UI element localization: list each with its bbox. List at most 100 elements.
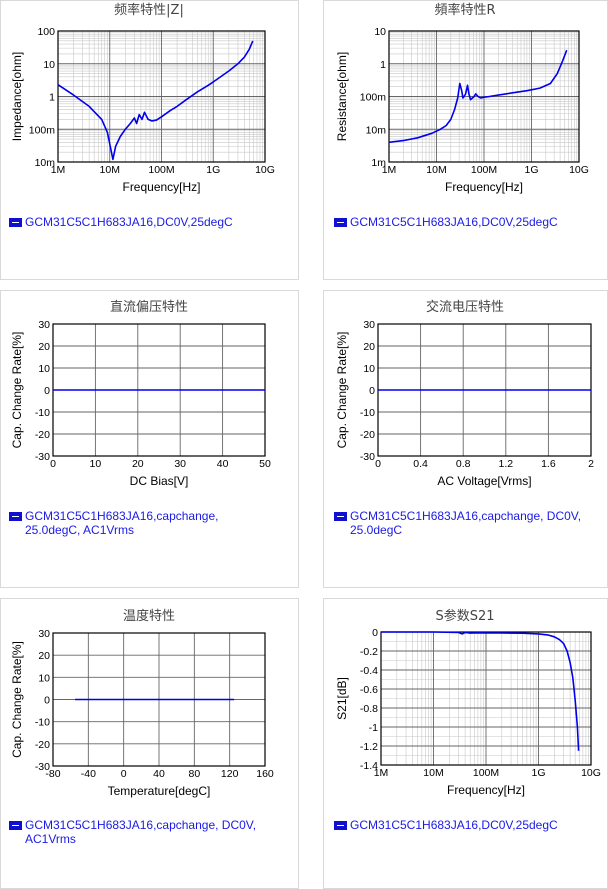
x-tick-label: 0.8 (456, 458, 471, 470)
x-tick-label: 1G (531, 767, 545, 779)
legend-text: GCM31C5C1H683JA16,DC0V,25degC (350, 818, 558, 832)
x-tick-label: 1M (51, 164, 66, 176)
x-tick-label: 10G (255, 164, 275, 176)
x-axis-label: Frequency[Hz] (445, 180, 523, 194)
legend-impedance: GCM31C5C1H683JA16,DC0V,25degC (9, 215, 233, 229)
plot-frame (57, 30, 266, 163)
chart-panel-resistance (323, 0, 608, 280)
legend-swatch (334, 512, 347, 521)
legend-text: GCM31C5C1H683JA16,DC0V,25degC (25, 215, 233, 229)
chart-panel-s21 (323, 598, 608, 889)
chart-title: 直流偏压特性 (110, 300, 188, 315)
y-tick-label: -20 (35, 429, 50, 441)
x-tick-label: 80 (188, 768, 200, 780)
chart-title: S参数S21 (435, 608, 494, 624)
x-tick-label: 40 (217, 458, 229, 470)
x-tick-label: 30 (174, 458, 186, 470)
series-line (388, 49, 568, 144)
x-axis-label: AC Voltage[Vrms] (437, 474, 531, 488)
y-tick-label: -1.2 (360, 741, 378, 753)
x-tick-label: 0 (50, 458, 56, 470)
x-tick-label: 1G (524, 164, 538, 176)
chart-panel-dc-bias (0, 290, 299, 588)
chart-resistance: 1M 10M 100M 1G 10G 1m 10m 100m 1 10 頻率特性R Frequency… (335, 2, 589, 194)
y-tick-label: 0 (44, 385, 50, 397)
legend-text: GCM31C5C1H683JA16,DC0V,25degC (350, 215, 558, 229)
y-tick-label: 10 (363, 363, 375, 375)
x-tick-label: 0 (375, 458, 381, 470)
x-tick-label: 100M (471, 164, 497, 176)
y-tick-label: -10 (35, 717, 50, 729)
y-tick-label: 0 (369, 385, 375, 397)
x-tick-label: -80 (45, 768, 60, 780)
y-tick-label: -20 (360, 429, 375, 441)
y-tick-label: -0.8 (360, 703, 378, 715)
y-axis-label: Cap. Change Rate[%] (10, 641, 24, 758)
legend-swatch (334, 218, 347, 227)
y-tick-label: 100 (37, 26, 55, 38)
legend-swatch (334, 821, 347, 830)
x-axis-label: DC Bias[V] (130, 474, 189, 488)
y-tick-label: -30 (35, 761, 50, 773)
y-tick-label: -10 (35, 407, 50, 419)
y-tick-label: 1 (49, 92, 55, 104)
y-tick-label: -1 (369, 722, 378, 734)
y-tick-label: 20 (38, 341, 50, 353)
x-tick-label: 1G (206, 164, 220, 176)
y-tick-label: -30 (35, 451, 50, 463)
x-tick-label: 10M (423, 767, 443, 779)
x-tick-label: 0.4 (413, 458, 428, 470)
y-tick-label: 10m (35, 157, 56, 169)
y-tick-label: 30 (38, 319, 50, 331)
series-line (381, 631, 580, 751)
y-tick-label: 30 (38, 628, 50, 640)
legend-dc-bias: GCM31C5C1H683JA16,capchange, 25.0degC, A… (9, 509, 218, 537)
chart-temperature: -80 -40 0 40 80 120 160 30 20 10 0 -10 -20 -30 温度特性 Tem… (10, 608, 274, 798)
y-tick-label: 10 (374, 26, 386, 38)
y-tick-label: -20 (35, 739, 50, 751)
y-tick-label: -10 (360, 407, 375, 419)
x-tick-label: 1.6 (541, 458, 556, 470)
y-axis-label: Impedance[ohm] (10, 52, 24, 141)
series-line (57, 40, 254, 161)
y-tick-label: 100m (360, 92, 387, 104)
legend-ac-voltage: GCM31C5C1H683JA16,capchange, DC0V, 25.0d… (334, 509, 581, 537)
chart-title: 交流电压特性 (426, 299, 504, 315)
plot-frame (380, 631, 592, 766)
x-tick-label: 1M (382, 164, 397, 176)
legend-text: GCM31C5C1H683JA16,capchange, DC0V, 25.0d… (350, 509, 582, 537)
legend-swatch (9, 821, 22, 830)
legend-temperature: GCM31C5C1H683JA16,capchange, DC0V, AC1Vr… (9, 818, 256, 846)
x-tick-label: 100M (473, 767, 499, 779)
x-axis-label: Frequency[Hz] (447, 783, 525, 797)
x-tick-label: 10M (100, 164, 120, 176)
chart-s21: 1M 10M 100M 1G 10G 0 -0.2 -0.4 -0.6 -0.8 -1 -1.2 -1.… (335, 608, 601, 797)
x-tick-label: 50 (259, 458, 271, 470)
x-axis-label: Temperature[degC] (108, 784, 211, 798)
y-tick-label: 100m (29, 124, 56, 136)
chart-ac-voltage: 0 0.4 0.8 1.2 1.6 2 30 20 10 0 -10 -20 -30 交流电压特性 AC V… (335, 299, 594, 488)
legend-swatch (9, 218, 22, 227)
y-tick-label: 20 (38, 650, 50, 662)
y-tick-label: 10 (38, 672, 50, 684)
y-tick-label: 10m (366, 124, 387, 136)
x-tick-label: -40 (81, 768, 96, 780)
plot-frame (388, 30, 580, 163)
plot-frame (52, 632, 266, 767)
x-tick-label: 10G (569, 164, 589, 176)
chart-panel-ac-voltage (323, 290, 608, 588)
y-tick-label: -1.4 (360, 760, 378, 772)
x-tick-label: 20 (132, 458, 144, 470)
chart-impedance: 1M 10M 100M 1G 10G 10m 100m 1 10 100 频率特性|Z| Freque… (10, 2, 275, 194)
y-tick-label: 0 (372, 627, 378, 639)
x-tick-label: 10G (581, 767, 601, 779)
y-axis-label: Resistance[ohm] (335, 52, 349, 141)
chart-title: 温度特性 (123, 608, 175, 624)
x-tick-label: 0 (121, 768, 127, 780)
x-axis-label: Frequency[Hz] (122, 180, 200, 194)
y-axis-label: Cap. Change Rate[%] (10, 332, 24, 449)
legend-s21: GCM31C5C1H683JA16,DC0V,25degC (334, 818, 558, 832)
x-tick-label: 40 (153, 768, 165, 780)
legend-text: GCM31C5C1H683JA16,capchange, DC0V, AC1Vr… (25, 818, 257, 846)
